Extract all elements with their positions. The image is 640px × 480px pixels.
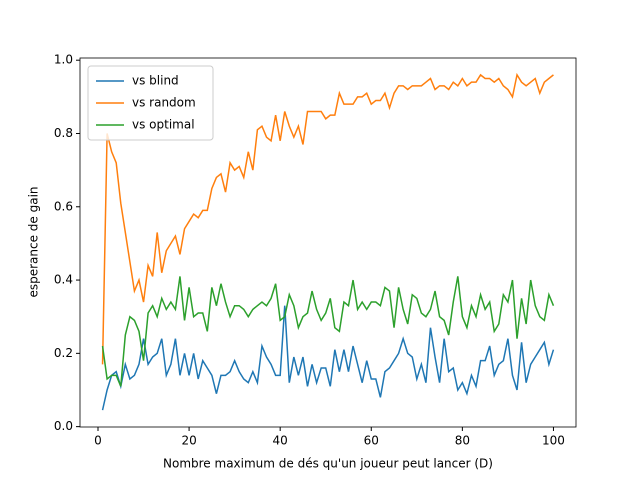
y-tick-label: 0.0 — [54, 419, 73, 433]
x-tick-label: 80 — [455, 434, 470, 448]
legend-label: vs optimal — [132, 118, 195, 132]
series-line — [101, 305, 555, 411]
series-line — [101, 276, 555, 387]
y-tick-label: 0.4 — [54, 273, 73, 287]
x-tick-label: 0 — [94, 434, 102, 448]
y-tick-label: 0.6 — [54, 199, 73, 213]
legend-label: vs random — [132, 96, 196, 110]
legend-label: vs blind — [132, 74, 179, 88]
series-line — [101, 72, 554, 365]
x-tick-label: 100 — [542, 434, 565, 448]
x-axis-label: Nombre maximum de dés qu'un joueur peut … — [163, 457, 493, 471]
legend-box — [87, 65, 214, 141]
y-tick-label: 1.0 — [54, 53, 73, 67]
y-tick-label: 0.8 — [54, 126, 73, 140]
x-tick-label: 60 — [364, 434, 379, 448]
y-axis-label: esperance de gain — [27, 186, 41, 297]
x-tick-label: 20 — [181, 434, 196, 448]
plot-frame — [79, 57, 577, 428]
x-tick-label: 40 — [273, 434, 288, 448]
y-tick-label: 0.2 — [54, 346, 73, 360]
